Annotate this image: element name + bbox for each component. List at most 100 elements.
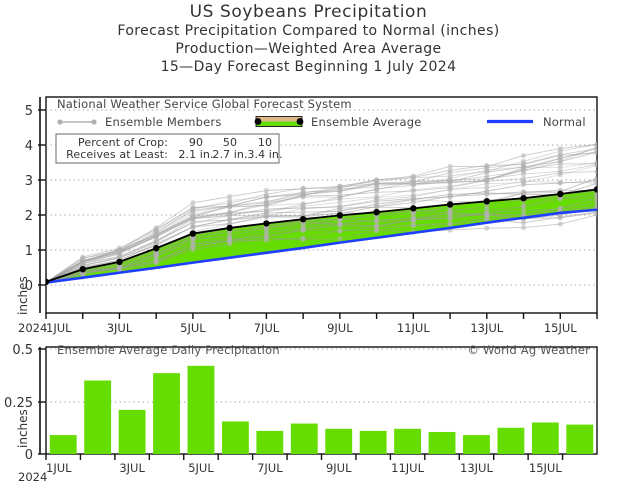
daily-x-label-13JUL: 13JUL [460,461,493,475]
ensemble-member-marker [263,201,269,207]
ensemble-member-marker [190,224,196,230]
ensemble-average-marker [520,195,527,202]
subtitle-line-2: Production—Weighted Area Average [175,41,442,57]
ensemble-member-marker [374,194,380,200]
main-chart-y-axis-label: inches [16,276,30,315]
ensemble-member-marker [190,207,196,213]
ensemble-member-marker [484,217,490,223]
normal-line [46,208,597,284]
main-x-label-5JUL: 5JUL [180,321,206,335]
ensemble-member-marker [557,180,563,186]
daily-bar [153,373,180,454]
ensemble-member-marker [80,255,86,262]
main-x-axis-year: 2024 [18,321,47,335]
ensemble-member-marker [557,158,563,165]
daily-bar [290,423,318,454]
ensemble-member-marker [153,225,159,231]
y-tick-5: 5 [25,104,33,119]
title-block: US Soybeans Precipitation Forecast Preci… [0,2,617,76]
ensemble-member-marker [557,170,563,176]
ensemble-average-marker [483,198,490,205]
y-tick-3: 3 [25,174,33,189]
daily-bar [463,435,490,454]
ensemble-member-line [46,165,597,284]
ensemble-member-marker [153,234,159,240]
ensemble-average-markers [46,186,597,286]
main-y-tick-labels: 5 4 3 2 1 0 [25,104,33,294]
ensemble-average-line [46,188,597,283]
main-x-label-3JUL: 3JUL [107,321,133,335]
ensemble-average-marker [299,216,307,223]
ensemble-member-marker [410,197,416,203]
ensemble-member-marker [190,215,196,221]
ensemble-average-marker [116,258,123,266]
ensemble-member-marker [447,215,453,221]
ensemble-member-marker [337,188,343,194]
ensemble-member-line [46,151,597,284]
ensemble-member-line [46,197,597,284]
ensemble-member-marker [153,238,159,244]
ensemble-member-marker [227,209,233,216]
ensemble-member-line [46,201,597,284]
ensemble-member-marker [190,235,196,241]
ensemble-member-marker [447,167,453,173]
ensemble-member-marker [337,205,343,211]
ensemble-member-marker [337,236,343,242]
ensemble-member-marker [520,182,527,188]
ensemble-member-marker [337,228,343,234]
ensemble-member-marker [557,214,563,220]
daily-x-label-3JUL: 3JUL [119,461,145,475]
daily-x-ticks [45,454,564,460]
ensemble-average-marker [189,230,197,237]
ensemble-member-line [46,207,597,284]
ensemble-member-marker [263,213,269,219]
main-chart-svg: 5 4 3 2 1 0 1JUL 3JUL 5JUL 7JUL 9JUL 11JUL 13J… [18,96,598,335]
stats-box-frame [55,133,280,164]
ensemble-member-marker [594,194,597,201]
ensemble-member-line [46,152,597,283]
ensemble-member-marker [484,177,490,183]
ensemble-average-marker [593,186,597,193]
ensemble-member-marker [190,200,196,206]
ensemble-member-marker [374,177,380,183]
ensemble-member-marker [227,204,233,210]
ensemble-average-marker [373,209,380,216]
stats-amount-0: 2.1 in. [178,148,213,161]
main-x-label-9JUL: 9JUL [327,321,353,335]
daily-y-tick-0.25: 0.25 [4,396,33,411]
ensemble-member-line [46,194,597,284]
ensemble-member-marker [520,204,527,210]
legend-symbol-ensemble-average-icon [254,116,304,127]
daily-bar [84,380,112,454]
subtitle-line-1: Forecast Precipitation Compared to Norma… [117,23,500,39]
ensemble-average-marker [446,201,454,208]
ensemble-member-marker [447,173,453,179]
ensemble-member-marker [520,220,527,226]
ensemble-member-marker [447,179,453,185]
daily-bar [256,430,284,454]
daily-x-label-1JUL: 1JUL [46,461,72,475]
stats-percent-2: 10 [258,136,272,149]
ensemble-average-marker [79,266,86,273]
stats-percent-1: 50 [223,136,237,149]
ensemble-member-line [46,212,597,284]
ensemble-member-line [46,207,597,284]
ensemble-member-marker [520,212,527,218]
ensemble-average-marker [153,245,160,252]
main-x-label-13JUL: 13JUL [470,321,503,335]
ensemble-member-marker [337,196,343,202]
stats-amount-1: 2.7 in. [212,148,247,161]
legend-label-ensemble-members: Ensemble Members [105,115,222,129]
legend-label-normal: Normal [543,115,586,129]
ensemble-member-marker [374,204,380,210]
ensemble-member-line [46,196,597,284]
ensemble-member-marker [520,190,527,196]
ensemble-member-marker [594,150,597,156]
ensemble-member-marker [374,217,380,223]
ensemble-member-marker [153,250,159,256]
stats-percent-0: 90 [189,136,203,149]
copyright-credit: © World Ag Weather [467,343,590,357]
ensemble-member-marker [374,198,380,204]
ensemble-member-marker [227,238,233,244]
ensemble-member-marker [557,164,563,171]
